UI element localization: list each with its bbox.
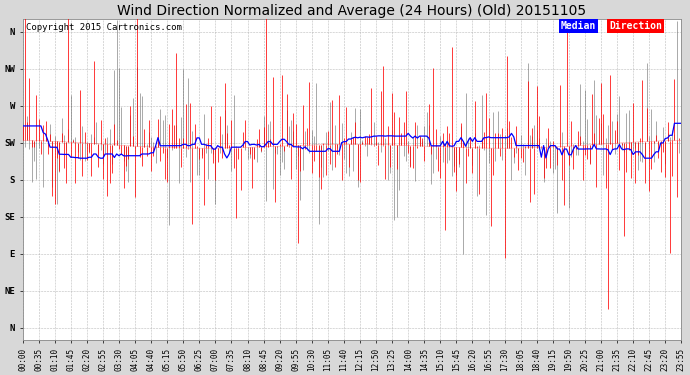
Title: Wind Direction Normalized and Average (24 Hours) (Old) 20151105: Wind Direction Normalized and Average (2… — [117, 4, 586, 18]
Text: Median: Median — [560, 21, 596, 31]
Text: Copyright 2015 Cartronics.com: Copyright 2015 Cartronics.com — [26, 23, 182, 32]
Text: Direction: Direction — [609, 21, 662, 31]
